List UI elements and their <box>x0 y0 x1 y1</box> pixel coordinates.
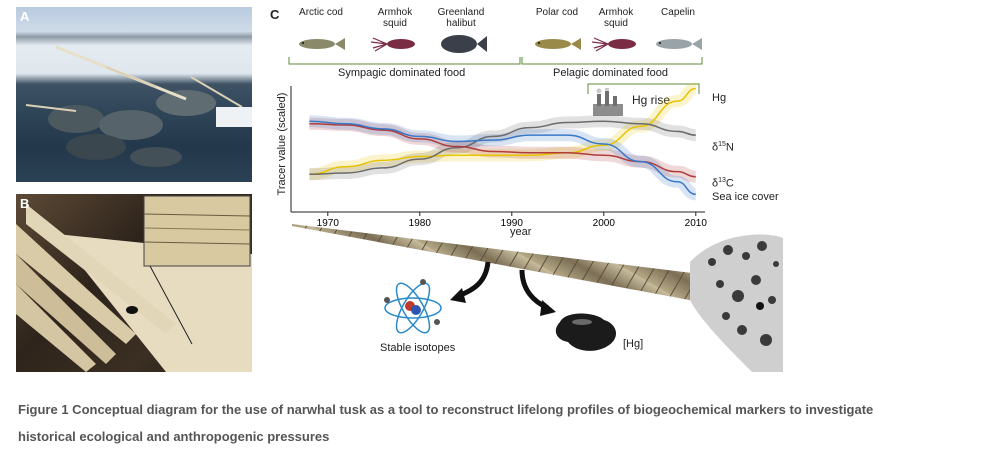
x-tick-label: 2000 <box>593 218 616 229</box>
pelagic-label: Pelagic dominated food <box>553 67 668 79</box>
narwhal-eye <box>756 302 764 310</box>
sympagic-bracket <box>288 57 521 65</box>
mercury-label: [Hg] <box>623 338 644 350</box>
species-label-line: Arctic cod <box>299 7 343 18</box>
figure-caption-line2: historical ecological and anthropogenic … <box>18 429 330 444</box>
squid-icon <box>370 37 415 52</box>
pelagic-bracket <box>521 57 703 65</box>
mercury-drop-icon <box>555 313 617 351</box>
species-label-line: squid <box>383 18 407 29</box>
series-label-sea-ice: Sea ice cover <box>712 191 779 203</box>
fish-icon <box>299 38 345 50</box>
series-line <box>309 120 696 175</box>
factory-icon <box>593 88 623 116</box>
narwhal-tusk <box>292 224 700 302</box>
squid-icon <box>591 37 636 52</box>
x-tick-label: 2010 <box>685 218 708 229</box>
species-label: Armhok squid <box>355 7 435 29</box>
species-label-line: Armhok <box>598 7 634 18</box>
photo-narwhals-in-ice: A <box>16 7 252 182</box>
fish-icon <box>535 38 581 50</box>
species-label-line: halibut <box>446 18 476 29</box>
x-tick-label: 1970 <box>317 218 340 229</box>
narwhal-pod-illustration <box>25 45 252 167</box>
figure-caption-line1: Figure 1 Conceptual diagram for the use … <box>18 402 874 417</box>
species-label-line: Armhok <box>377 7 413 18</box>
hg-rise-label: Hg rise <box>632 93 671 107</box>
species-label: Armhok squid <box>576 7 656 29</box>
series-line <box>309 87 696 175</box>
series-label-d13c: δ13C <box>712 177 734 190</box>
species-label-line: Polar cod <box>535 7 579 18</box>
species-label: Arctic cod <box>281 7 361 18</box>
x-tick-label: 1990 <box>501 218 524 229</box>
species-label: Capelin <box>638 7 718 18</box>
series-label-d15n: δ15N <box>712 141 734 154</box>
narwhal-head <box>690 234 783 372</box>
species-label-line: squid <box>604 18 628 29</box>
series-line <box>309 120 696 196</box>
panel-label-a: A <box>20 9 30 24</box>
panel-label-c: C <box>270 7 280 22</box>
species-label-line: Greenland <box>437 7 485 18</box>
hg-rise-bracket <box>587 83 700 94</box>
photo-tusk-sections: B <box>16 194 252 372</box>
species-label: Greenland halibut <box>421 7 501 29</box>
panel-label-b: B <box>20 196 30 211</box>
x-tick-label: 1980 <box>409 218 432 229</box>
atom-icon <box>384 279 442 334</box>
species-label: Polar cod <box>517 7 597 18</box>
tusk-slices-illustration <box>16 195 252 372</box>
stable-isotopes-label: Stable isotopes <box>380 342 456 354</box>
fish-icon <box>656 38 702 50</box>
halibut-icon <box>441 35 487 53</box>
series-label-hg: Hg <box>712 92 727 104</box>
species-label-line: Capelin <box>661 7 695 18</box>
x-axis-label: year <box>510 226 532 238</box>
sympagic-label: Sympagic dominated food <box>338 67 466 79</box>
